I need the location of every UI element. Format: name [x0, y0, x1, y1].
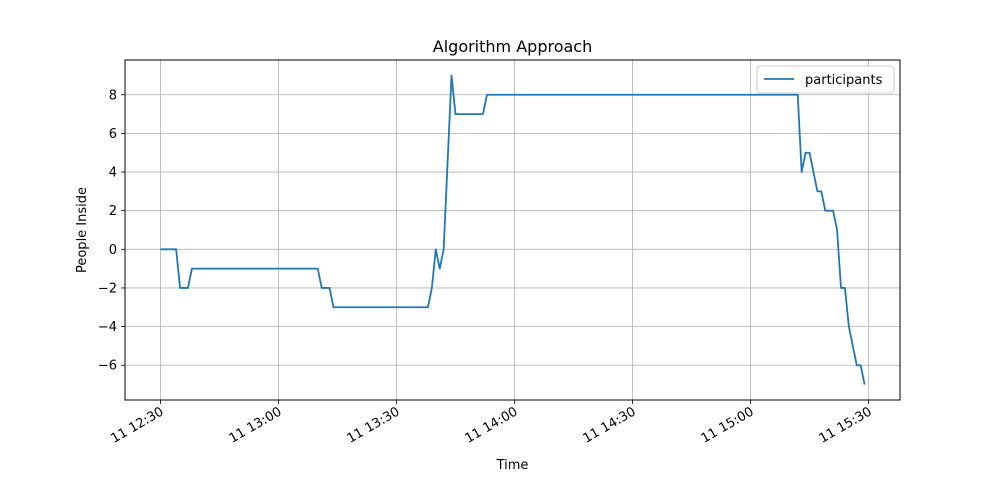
y-tick-label: −2: [98, 281, 117, 296]
y-axis-ticks: 8 6 4 2 0 −2 −4 −6: [98, 88, 125, 374]
chart-title: Algorithm Approach: [433, 37, 592, 56]
y-tick-label: −6: [98, 359, 117, 374]
legend: participants: [756, 65, 895, 94]
x-axis-label: Time: [496, 458, 529, 473]
plot-area-frame: [124, 59, 901, 401]
x-tick-label: 11 12:30: [109, 404, 167, 446]
series-lines: [160, 74, 866, 385]
series-line-participants: [160, 74, 866, 385]
y-tick-label: 6: [109, 127, 117, 142]
y-axis-label: People Inside: [75, 187, 90, 273]
x-tick-label: 11 14:30: [581, 404, 639, 446]
y-tick-label: 2: [109, 204, 117, 219]
y-tick-label: 4: [109, 166, 117, 181]
x-tick-label: 11 15:00: [699, 404, 757, 446]
legend-label: participants: [805, 73, 883, 88]
legend-box: [756, 65, 895, 94]
y-tick-label: −4: [98, 320, 117, 335]
grid: [125, 60, 900, 400]
x-axis-ticks: 11 12:30 11 13:00 11 13:30 11 14:00 11 14:30…: [109, 400, 875, 447]
x-tick-label: 11 14:00: [463, 404, 521, 446]
y-tick-label: 0: [109, 243, 117, 258]
x-tick-label: 11 13:30: [345, 404, 403, 446]
x-tick-label: 11 15:30: [817, 404, 875, 446]
x-tick-label: 11 13:00: [227, 404, 285, 446]
y-tick-label: 8: [109, 88, 117, 103]
